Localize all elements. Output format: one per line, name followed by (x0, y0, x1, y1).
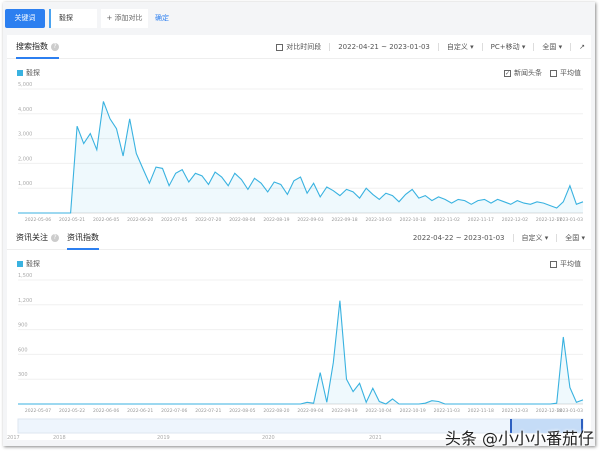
confirm-link[interactable]: 确定 (155, 14, 169, 22)
x-tick-label: 2022-09-19 (331, 408, 357, 414)
export-icon[interactable]: ↗ (579, 43, 585, 51)
year-label: 2021 (369, 435, 382, 440)
region-dropdown[interactable]: 全国 ▾ (542, 43, 563, 51)
series-line (18, 101, 584, 214)
compare-period-checkbox[interactable]: 对比时间段 (276, 42, 321, 52)
year-label: 2017 (7, 435, 20, 440)
custom-dropdown[interactable]: 自定义 ▾ (446, 43, 474, 51)
tab-info-index[interactable]: 资讯指数 (67, 226, 99, 250)
x-tick-label: 2022-11-03 (434, 408, 460, 414)
year-label: 2020 (262, 435, 275, 440)
x-tick-label: 2022-08-05 (229, 408, 255, 414)
y-tick-label: 4,000 (18, 107, 32, 113)
x-tick-label: 2022-07-05 (161, 217, 187, 223)
y-tick-label: 1,000 (18, 181, 32, 187)
news-headline-checkbox[interactable]: ✓ 新闻头条 (504, 69, 542, 77)
y-tick-label: 300 (18, 372, 28, 378)
search-index-chart: 1,000 2,000 3,000 4,000 5,000 2022-05-06 2022-… (18, 82, 584, 223)
x-tick-label: 2022-08-19 (263, 217, 289, 223)
toolbar: 关键词 毅探 + 添加对比 确定 (3, 2, 595, 34)
x-tick-label: 2023-01-03 (557, 408, 583, 414)
date-range[interactable]: 2022-04-21 ~ 2023-01-03 (338, 43, 430, 51)
x-tick-label: 2022-09-04 (297, 408, 323, 414)
x-tick-label: 2022-07-06 (161, 408, 187, 414)
info-index-chart: 300 600 900 1,200 1,500 2022-05-07 2022-05-22 2… (7, 273, 584, 440)
help-icon[interactable]: ? (51, 233, 59, 242)
date-range[interactable]: 2022-04-22 ~ 2023-01-03 (412, 234, 505, 242)
range-handle-left (510, 419, 512, 433)
series-area (18, 300, 583, 404)
x-tick-label: 2022-09-03 (297, 217, 323, 223)
y-tick-label: 5,000 (18, 82, 32, 88)
search-index-card: 搜索指数? 对比时间段 2022-04-21 ~ 2023-01-03 自定义 … (7, 35, 591, 226)
x-tick-label: 2022-12-03 (502, 408, 528, 414)
keyword-tab-button[interactable]: 关键词 (5, 8, 45, 28)
x-tick-label: 2022-12-18 (536, 408, 562, 414)
x-tick-label: 2022-12-02 (502, 217, 528, 223)
page-frame: 关键词 毅探 + 添加对比 确定 搜索指数? 对比时间段 2022-04-21 … (3, 2, 595, 446)
legend[interactable]: 毅探 (17, 259, 40, 269)
info-index-card: 资讯关注? 资讯指数 2022-04-22 ~ 2023-01-03 自定义 ▾… (7, 226, 591, 440)
y-tick-label: 3,000 (18, 132, 32, 138)
region-dropdown[interactable]: 全国 ▾ (565, 234, 585, 242)
search-index-title: 搜索指数? (16, 35, 59, 59)
x-tick-label: 2022-09-18 (331, 217, 357, 223)
x-tick-label: 2022-12-17 (536, 217, 562, 223)
x-tick-label: 2022-05-06 (25, 217, 51, 223)
x-tick-label: 2022-10-04 (366, 408, 392, 414)
x-tick-label: 2022-05-21 (59, 217, 85, 223)
average-checkbox[interactable]: 平均值 (550, 68, 581, 78)
x-tick-label: 2022-10-19 (400, 408, 426, 414)
x-tick-label: 2022-11-18 (468, 408, 494, 414)
x-tick-label: 2022-11-02 (434, 217, 460, 223)
range-handle-right (581, 419, 583, 433)
y-tick-label: 2,000 (18, 156, 32, 162)
x-tick-label: 2022-05-07 (25, 408, 51, 414)
x-tick-label: 2022-10-03 (366, 217, 392, 223)
x-tick-label: 2023-01-03 (557, 217, 583, 223)
x-tick-label: 2022-07-20 (195, 217, 221, 223)
x-tick-label: 2022-05-22 (59, 408, 85, 414)
keyword-input[interactable]: 毅探 (49, 8, 97, 28)
year-label: 2018 (53, 435, 66, 440)
range-selection (511, 419, 583, 433)
x-tick-label: 2022-11-17 (468, 217, 494, 223)
x-tick-label: 2022-07-21 (195, 408, 221, 414)
x-tick-label: 2022-06-20 (127, 217, 153, 223)
x-tick-label: 2022-06-05 (93, 217, 119, 223)
legend[interactable]: 毅探 (17, 68, 40, 78)
add-compare-button[interactable]: + 添加对比 (101, 8, 148, 28)
custom-dropdown[interactable]: 自定义 ▾ (521, 234, 549, 242)
y-tick-label: 600 (18, 347, 28, 353)
y-tick-label: 1,500 (18, 273, 32, 279)
tab-info-focus[interactable]: 资讯关注? (16, 226, 59, 250)
x-tick-label: 2022-06-21 (127, 408, 153, 414)
device-dropdown[interactable]: PC+移动 ▾ (490, 43, 526, 51)
x-tick-label: 2022-08-20 (263, 408, 289, 414)
x-tick-label: 2022-08-04 (229, 217, 255, 223)
x-tick-label: 2022-10-18 (400, 217, 426, 223)
year-label: 2019 (157, 435, 170, 440)
y-tick-label: 900 (18, 323, 28, 329)
x-tick-label: 2022-06-06 (93, 408, 119, 414)
average-checkbox[interactable]: 平均值 (550, 259, 581, 269)
y-tick-label: 1,200 (18, 298, 32, 304)
help-icon[interactable]: ? (51, 42, 59, 51)
series-area (18, 101, 583, 213)
series-line (18, 300, 584, 405)
watermark: 头条 @小小小番茄仔 (444, 429, 594, 448)
